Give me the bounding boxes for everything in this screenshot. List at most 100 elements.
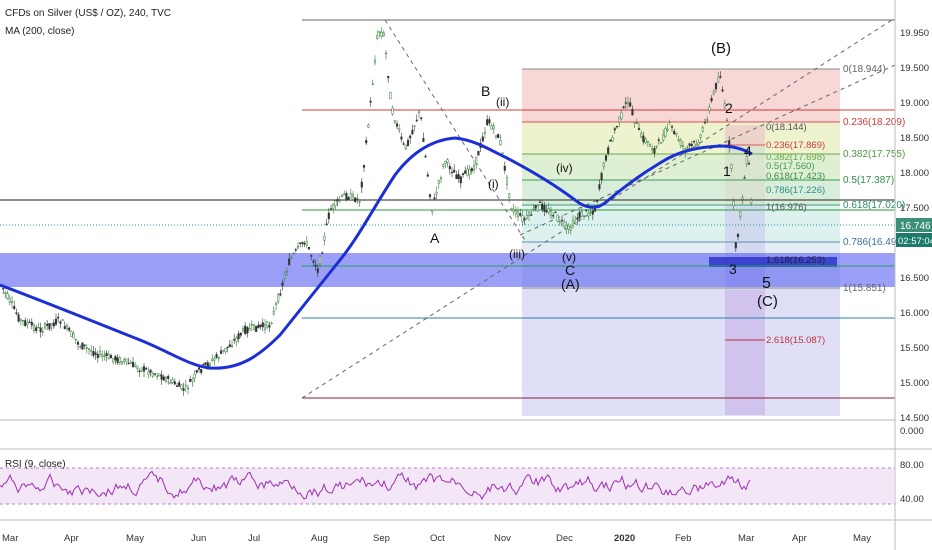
candle-body xyxy=(448,165,451,170)
current-price-value: 16.746 xyxy=(900,221,931,232)
candle-body xyxy=(587,213,590,217)
candle-body xyxy=(730,164,733,169)
trend-line-diagonal-up[interactable] xyxy=(301,17,896,399)
candle-body xyxy=(24,320,27,326)
wave-label-3: 3 xyxy=(729,261,737,277)
candle-body xyxy=(142,366,146,372)
candle-body xyxy=(464,170,467,174)
candle-body xyxy=(52,322,55,327)
candle-body xyxy=(655,145,658,148)
time-axis-tick: Apr xyxy=(64,533,79,544)
trend-line-diagonal-down[interactable] xyxy=(384,19,526,241)
candle-body xyxy=(444,161,447,164)
candle-body xyxy=(710,98,713,102)
candle-body xyxy=(239,332,242,336)
current-price-tag xyxy=(896,218,932,232)
candle-body xyxy=(723,103,726,108)
candle-body xyxy=(46,323,49,326)
candle-body xyxy=(411,129,414,135)
time-axis[interactable]: Mar Apr May Jun Jul Aug Sep Oct Nov Dec 2020 Feb Mar… xyxy=(2,533,871,544)
candle-body xyxy=(563,221,566,228)
target-box[interactable] xyxy=(709,257,837,267)
candle-body xyxy=(118,357,121,363)
candle-body xyxy=(543,205,546,212)
fib-left-label: 0.236(18.209) xyxy=(843,117,905,128)
time-axis-tick: 2020 xyxy=(614,533,635,544)
candle-body xyxy=(371,83,374,85)
candle-body xyxy=(380,31,383,37)
candle-body xyxy=(354,197,357,203)
candle-body xyxy=(65,324,69,329)
candle-body xyxy=(358,201,361,203)
candle-body xyxy=(255,325,258,332)
candle-body xyxy=(15,312,18,314)
fib-retracement-left[interactable] xyxy=(522,69,840,416)
candle-body xyxy=(178,382,181,387)
candle-body xyxy=(446,159,449,163)
candle-body xyxy=(554,211,557,214)
candle-body xyxy=(611,137,614,142)
candle-body xyxy=(301,241,304,244)
candle-body xyxy=(552,215,555,217)
candle-body xyxy=(618,116,621,123)
candle-body xyxy=(54,318,58,325)
candle-body xyxy=(107,354,110,359)
candle-body xyxy=(708,106,711,112)
candle-body xyxy=(167,376,170,379)
candle-body xyxy=(413,125,416,127)
candle-body xyxy=(180,384,183,390)
candle-body xyxy=(750,199,753,204)
candle-body xyxy=(193,374,196,379)
candle-body xyxy=(85,347,88,349)
candle-body xyxy=(578,211,581,219)
candle-body xyxy=(717,77,720,83)
candle-body xyxy=(268,324,271,328)
candle-body xyxy=(235,337,238,342)
time-axis-tick: Dec xyxy=(556,533,573,544)
candle-body xyxy=(690,144,693,146)
ma-indicator-title[interactable]: MA (200, close) xyxy=(5,26,75,37)
candle-body xyxy=(530,214,533,216)
candle-body xyxy=(123,359,126,362)
rsi-axis-tick: 40.00 xyxy=(900,494,924,505)
candle-body xyxy=(129,361,132,364)
volume-axis-tick: 0.000 xyxy=(900,426,924,437)
candle-body xyxy=(202,363,205,366)
price-axis-tick: 15.500 xyxy=(900,343,929,354)
candle-body xyxy=(602,162,605,167)
price-axis-tick: 14.500 xyxy=(900,413,929,424)
candle-body xyxy=(494,135,498,137)
time-axis-tick: Jul xyxy=(248,533,260,544)
candle-body xyxy=(340,194,344,197)
candle-body xyxy=(246,327,249,334)
candle-body xyxy=(739,211,742,217)
time-axis-tick: Nov xyxy=(494,533,511,544)
candle-body xyxy=(48,323,51,330)
candle-body xyxy=(149,369,152,373)
symbol-title[interactable]: CFDs on Silver (US$ / OZ), 240, TVC xyxy=(5,8,171,19)
candle-body xyxy=(10,301,14,303)
candle-body xyxy=(417,110,421,114)
time-axis-tick: Oct xyxy=(430,533,445,544)
candle-body xyxy=(648,144,652,147)
candle-body xyxy=(57,316,60,319)
candle-body xyxy=(305,241,308,246)
price-candles[interactable] xyxy=(0,27,753,396)
candle-body xyxy=(442,164,445,167)
wave-label-B-major: (B) xyxy=(711,40,731,57)
candle-body xyxy=(360,181,363,188)
rsi-line xyxy=(0,470,751,501)
candle-body xyxy=(303,243,306,245)
price-axis-tick: 16.000 xyxy=(900,308,929,319)
candle-body xyxy=(532,208,535,211)
rsi-indicator-title[interactable]: RSI (9, close) xyxy=(5,459,66,470)
candle-body xyxy=(208,363,212,366)
candle-body xyxy=(237,333,240,340)
candle-body xyxy=(523,218,526,221)
rsi-axis-tick: 80.00 xyxy=(900,460,924,471)
candle-body xyxy=(248,328,251,331)
candle-body xyxy=(435,191,438,195)
candle-body xyxy=(318,255,322,265)
candle-body xyxy=(30,322,33,326)
